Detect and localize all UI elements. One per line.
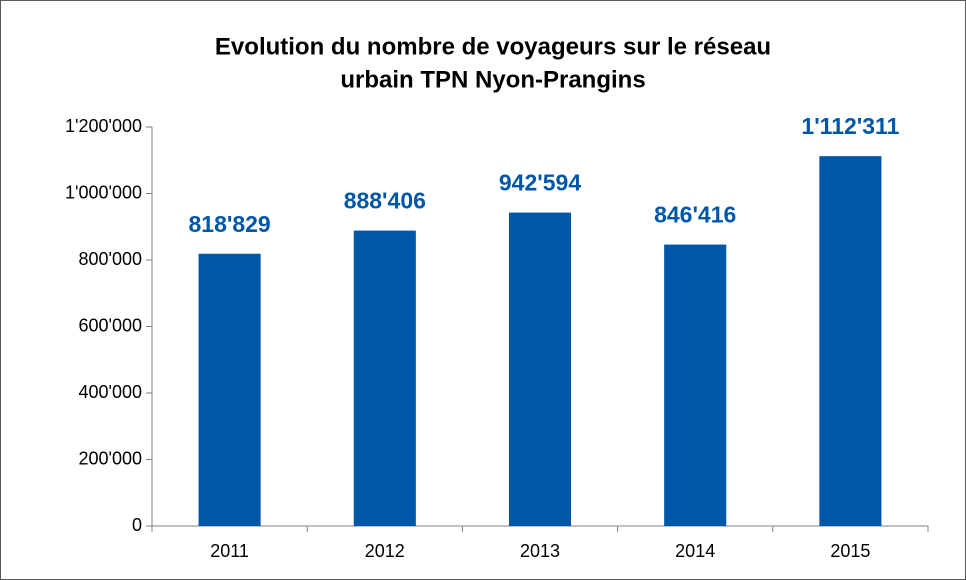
y-tick-label: 0 <box>132 515 142 535</box>
bar <box>664 244 727 526</box>
value-label: 846'416 <box>654 202 736 228</box>
y-tick-label: 800'000 <box>78 249 142 269</box>
bar <box>819 156 882 526</box>
x-tick-label: 2013 <box>520 541 560 561</box>
bar <box>353 230 416 526</box>
value-label: 818'829 <box>188 211 270 237</box>
value-label: 942'594 <box>499 170 581 196</box>
y-tick-label: 1'200'000 <box>65 116 142 136</box>
y-tick-label: 600'000 <box>78 315 142 335</box>
bar <box>198 253 261 526</box>
x-tick-label: 2015 <box>830 541 870 561</box>
bar <box>508 212 572 526</box>
value-label: 888'406 <box>344 188 426 214</box>
chart-title: Evolution du nombre de voyageurs sur le … <box>215 33 771 60</box>
y-tick-label: 200'000 <box>78 448 142 468</box>
x-tick-label: 2011 <box>210 541 249 561</box>
y-tick-label: 400'000 <box>78 382 142 402</box>
chart-title: urbain TPN Nyon-Prangins <box>340 66 645 93</box>
value-label: 1'112'311 <box>801 113 899 139</box>
x-tick-label: 2012 <box>365 541 405 561</box>
y-tick-label: 1'000'000 <box>65 182 142 202</box>
x-tick-label: 2014 <box>675 541 715 561</box>
